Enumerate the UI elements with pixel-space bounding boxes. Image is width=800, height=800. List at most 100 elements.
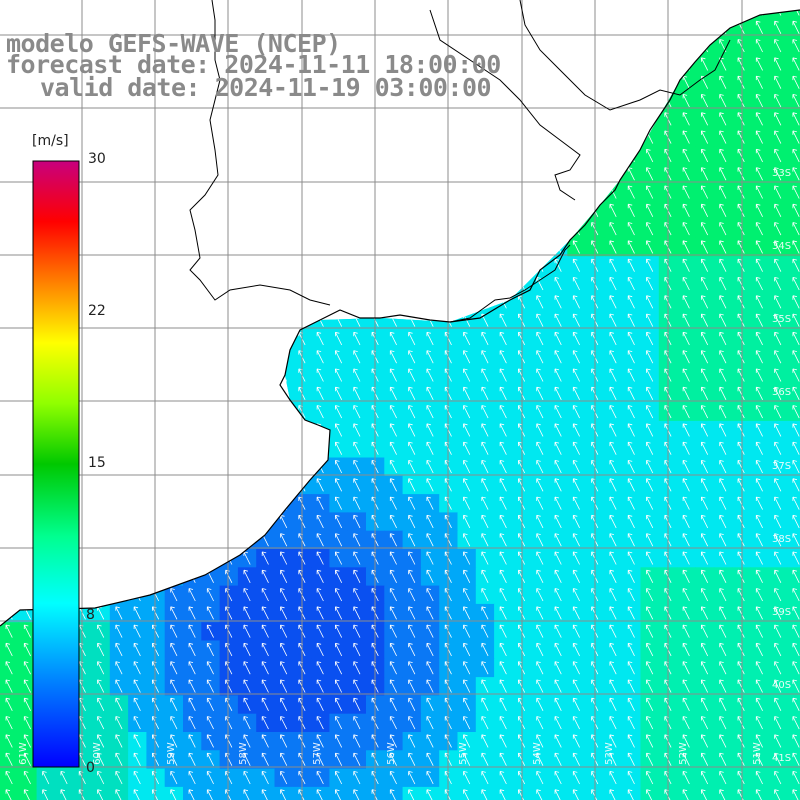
wind-arrow — [335, 771, 343, 785]
wind-arrow — [481, 368, 489, 382]
wind-cell — [768, 10, 788, 19]
wind-arrow — [792, 112, 800, 126]
wind-cell — [219, 347, 239, 367]
colorbar-tick-22: 22 — [88, 303, 106, 319]
wind-arrow — [389, 130, 397, 144]
wind-arrow — [188, 514, 196, 529]
wind-arrow — [792, 57, 800, 71]
wind-cell — [201, 439, 221, 459]
wind-arrow — [408, 569, 416, 583]
wind-arrow — [133, 258, 141, 272]
wind-arrow — [42, 789, 50, 800]
wind-arrow — [5, 551, 13, 565]
wind-arrow — [426, 533, 434, 547]
wind-arrow — [755, 496, 763, 510]
wind-cell — [146, 420, 166, 440]
wind-arrow — [536, 167, 544, 181]
wind-arrow — [792, 331, 800, 346]
wind-cell — [439, 18, 459, 38]
wind-arrow — [5, 295, 13, 309]
wind-cell — [164, 475, 184, 495]
wind-arrow — [481, 533, 489, 547]
colorbar-scale — [32, 160, 80, 768]
wind-arrow — [609, 148, 617, 163]
wind-cell — [549, 54, 568, 74]
wind-arrow — [5, 679, 13, 693]
wind-arrow — [755, 112, 763, 126]
wind-cell — [36, 109, 56, 129]
wind-arrow — [225, 295, 233, 309]
wind-arrow — [206, 313, 214, 327]
wind-cell — [237, 183, 257, 202]
wind-arrow — [23, 130, 31, 144]
wind-arrow — [225, 313, 233, 327]
wind-arrow — [536, 386, 544, 400]
wind-cell — [73, 786, 93, 800]
wind-cell — [329, 786, 349, 800]
wind-arrow — [627, 771, 635, 785]
wind-arrow — [755, 295, 763, 309]
wind-arrow — [389, 368, 397, 382]
wind-cell — [786, 494, 800, 513]
wind-arrow — [609, 75, 617, 89]
wind-cell — [128, 183, 147, 202]
wind-arrow — [152, 478, 160, 492]
wind-arrow — [115, 185, 123, 199]
wind-arrow — [499, 185, 507, 199]
wind-cell — [384, 128, 404, 147]
wind-cell — [530, 18, 550, 38]
wind-arrow — [335, 405, 343, 419]
wind-arrow — [536, 734, 544, 748]
wind-arrow — [426, 386, 434, 400]
wind-arrow — [115, 496, 123, 510]
wind-arrow — [261, 460, 269, 474]
wind-arrow — [554, 185, 562, 199]
wind-cell — [128, 366, 147, 385]
wind-arrow — [261, 10, 269, 16]
wind-arrow — [206, 368, 214, 382]
wind-arrow — [627, 514, 635, 529]
wind-cell — [567, 54, 587, 74]
wind-arrow — [426, 661, 434, 675]
wind-cell — [0, 109, 19, 129]
wind-arrow — [755, 441, 763, 455]
wind-arrow — [408, 551, 416, 565]
wind-arrow — [353, 148, 361, 163]
wind-arrow — [719, 405, 727, 419]
wind-arrow — [682, 642, 690, 657]
wind-arrow — [463, 496, 471, 510]
wind-arrow — [719, 771, 727, 785]
wind-arrow — [572, 697, 580, 711]
wind-arrow — [280, 679, 288, 693]
wind-arrow — [701, 10, 709, 16]
wind-arrow — [755, 20, 763, 34]
wind-arrow — [225, 460, 233, 474]
wind-arrow — [627, 258, 635, 272]
wind-arrow — [23, 94, 31, 108]
wind-arrow — [499, 697, 507, 711]
wind-arrow — [499, 514, 507, 529]
wind-arrow — [188, 405, 196, 419]
wind-arrow — [792, 716, 800, 730]
wind-arrow — [463, 514, 471, 529]
wind-cell — [786, 311, 800, 330]
wind-cell — [183, 366, 202, 385]
wind-arrow — [152, 789, 160, 800]
wind-cell — [530, 237, 550, 257]
wind-arrow — [115, 771, 123, 785]
wind-arrow — [572, 514, 580, 529]
wind-arrow — [609, 331, 617, 346]
wind-arrow — [499, 478, 507, 492]
wind-arrow — [682, 20, 690, 34]
wind-arrow — [335, 752, 343, 766]
wind-cell — [713, 10, 733, 19]
wind-arrow — [682, 514, 690, 529]
wind-cell — [109, 512, 129, 532]
wind-arrow — [115, 514, 123, 529]
wind-arrow — [188, 734, 196, 748]
wind-arrow — [133, 10, 141, 16]
wind-cell — [256, 402, 276, 422]
wind-arrow — [60, 771, 68, 785]
wind-arrow — [335, 624, 343, 638]
wind-cell — [183, 420, 202, 440]
